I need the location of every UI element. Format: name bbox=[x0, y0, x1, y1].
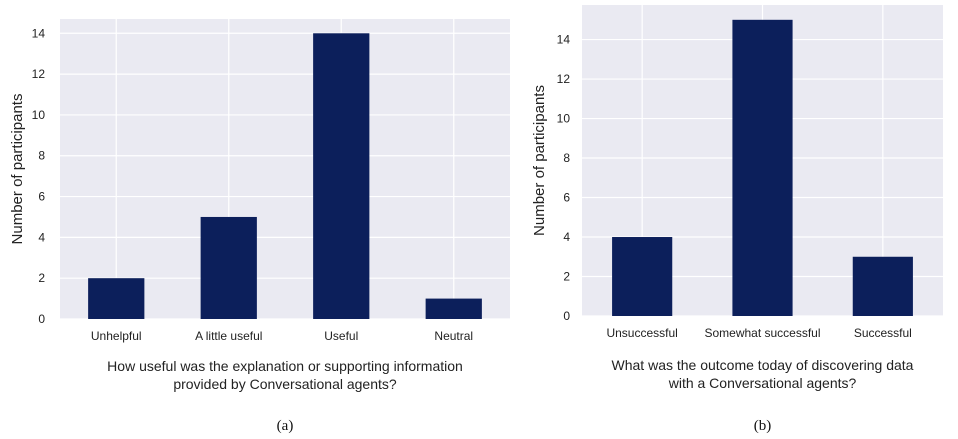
chart-panel-b: 0 2 4 6 8 10 12 14 Unsuccessful Somewhat successf… bbox=[531, 5, 943, 434]
y-tick-label: 2 bbox=[38, 271, 45, 285]
x-axis-label-line: with a Conversational agents? bbox=[668, 375, 857, 391]
bar-somewhat-successful bbox=[732, 19, 793, 317]
y-tick-label: 14 bbox=[32, 26, 46, 40]
x-tick-label: Neutral bbox=[434, 329, 473, 343]
bar-a-little-useful bbox=[200, 216, 257, 319]
y-tick-label: 10 bbox=[557, 112, 571, 126]
bar-unsuccessful bbox=[612, 237, 673, 316]
y-tick-label: 12 bbox=[32, 67, 46, 81]
bar-successful bbox=[852, 256, 913, 316]
x-tick-label: Successful bbox=[854, 326, 912, 340]
y-tick-label: 8 bbox=[38, 149, 45, 163]
panel-caption: (a) bbox=[277, 418, 294, 434]
x-tick-label: Somewhat successful bbox=[704, 326, 820, 340]
x-tick-label: Unhelpful bbox=[91, 329, 142, 343]
y-tick-label: 2 bbox=[563, 270, 570, 284]
bar-unhelpful bbox=[88, 278, 145, 319]
y-tick-label: 0 bbox=[38, 312, 45, 326]
x-axis-label-line: provided by Conversational agents? bbox=[173, 376, 397, 392]
bar-neutral bbox=[425, 298, 482, 319]
y-axis-label: Number of participants bbox=[531, 85, 548, 236]
y-tick-label: 4 bbox=[38, 230, 45, 244]
x-tick-label: Useful bbox=[324, 329, 358, 343]
y-tick-label: 14 bbox=[557, 33, 571, 47]
y-tick-label: 10 bbox=[32, 108, 46, 122]
x-tick-label: Unsuccessful bbox=[606, 326, 677, 340]
y-tick-label: 6 bbox=[38, 190, 45, 204]
y-tick-label: 4 bbox=[563, 230, 570, 244]
bar-useful bbox=[313, 33, 370, 320]
y-tick-label: 0 bbox=[563, 309, 570, 323]
panel-caption: (b) bbox=[754, 418, 772, 434]
y-tick-label: 8 bbox=[563, 151, 570, 165]
y-axis-label: Number of participants bbox=[9, 94, 26, 245]
x-tick-label: A little useful bbox=[195, 329, 262, 343]
x-axis-label-line: What was the outcome today of discoverin… bbox=[612, 357, 914, 373]
y-tick-label: 12 bbox=[557, 72, 571, 86]
y-tick-label: 6 bbox=[563, 191, 570, 205]
plot-area bbox=[60, 19, 510, 319]
x-axis-label-line: How useful was the explanation or suppor… bbox=[107, 358, 463, 374]
chart-panel-a: 0 2 4 6 8 10 12 14 Unhelpful A little useful Usefu… bbox=[9, 19, 510, 434]
